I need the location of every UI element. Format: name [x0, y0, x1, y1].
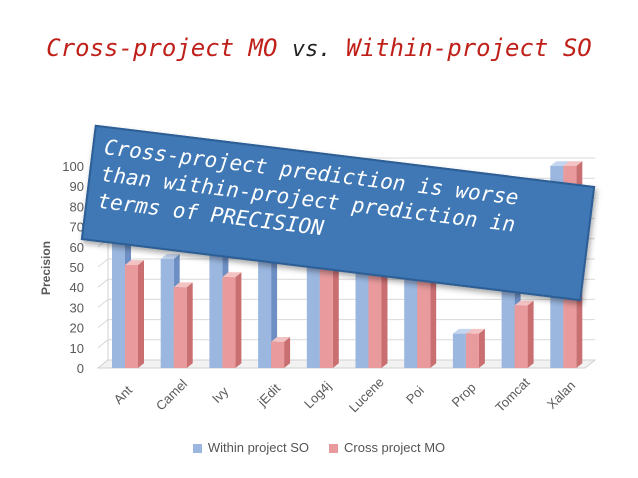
x-tick-label: Prop [449, 380, 479, 410]
y-tick-label: 10 [70, 341, 84, 356]
title-vs: vs. [291, 37, 332, 62]
y-tick-label: 0 [77, 361, 84, 376]
bar-top [550, 161, 570, 166]
legend-item: Within project SO [192, 440, 309, 455]
bar-cross [465, 333, 479, 368]
bar-side [284, 336, 291, 368]
gridline-diag [97, 278, 109, 288]
y-tick-label: 30 [70, 300, 84, 315]
bar-top [271, 336, 291, 342]
bar-cross [222, 277, 236, 368]
x-tick-label: Log4j [301, 378, 334, 411]
bar-within [258, 242, 272, 368]
y-tick-label: 80 [70, 199, 84, 214]
title-part1: Cross-project MO [46, 34, 278, 62]
x-tick-label: Ant [111, 382, 136, 407]
gridline-diag [97, 258, 109, 268]
x-tick-label: Poi [403, 383, 427, 407]
bar-top [222, 272, 242, 278]
title-part2: Within-project SO [346, 34, 592, 62]
bar-side [235, 272, 242, 368]
bar-top [563, 161, 583, 166]
bar-top [465, 328, 485, 334]
chart-legend: Within project SO Cross project MO [0, 440, 638, 455]
x-tick-label: Ivy [209, 383, 232, 406]
bar-top [514, 300, 534, 306]
x-tick-label: Tomcat [492, 374, 533, 415]
bar-cross [173, 287, 187, 368]
x-tick-label: Lucene [346, 374, 387, 415]
legend-label: Within project SO [207, 440, 309, 455]
x-tick-label: Xalan [544, 378, 578, 412]
legend-label: Cross project MO [344, 440, 446, 455]
bar-within [355, 246, 369, 368]
legend-swatch [329, 444, 338, 454]
bar-top [125, 260, 144, 265]
y-tick-label: 60 [70, 240, 84, 255]
bar-within [452, 333, 466, 368]
bar-within [209, 234, 223, 368]
y-tick-label: 100 [62, 159, 84, 174]
gridline-diag [97, 319, 109, 328]
bar-within [160, 258, 174, 368]
bar-top [452, 328, 472, 334]
x-tick-label: Camel [153, 376, 190, 413]
bar-cross [271, 341, 285, 368]
bar-side [271, 237, 278, 368]
legend-item: Cross project MO [329, 440, 445, 455]
gridline-diag [97, 339, 109, 349]
bar-top [173, 282, 193, 288]
y-tick-label: 90 [70, 179, 84, 194]
bar-top [160, 254, 180, 259]
y-tick-label: 40 [70, 280, 84, 295]
legend-swatch [192, 444, 202, 454]
y-tick-label: 70 [70, 220, 84, 235]
bar-side [478, 328, 485, 368]
bar-side [186, 282, 193, 368]
bar-side [138, 260, 144, 368]
x-tick-label: jEdit [254, 380, 283, 409]
bar-cross [125, 264, 138, 368]
bar-cross [514, 305, 528, 368]
gridline-diag [97, 299, 109, 308]
y-tick-label: 20 [70, 321, 84, 336]
bar-side [527, 300, 534, 368]
y-tick-label: 50 [70, 260, 84, 275]
page-title: Cross-project MO vs. Within-project SO [0, 34, 638, 62]
y-axis-label: Precision [39, 241, 53, 295]
bar-within [112, 230, 125, 368]
